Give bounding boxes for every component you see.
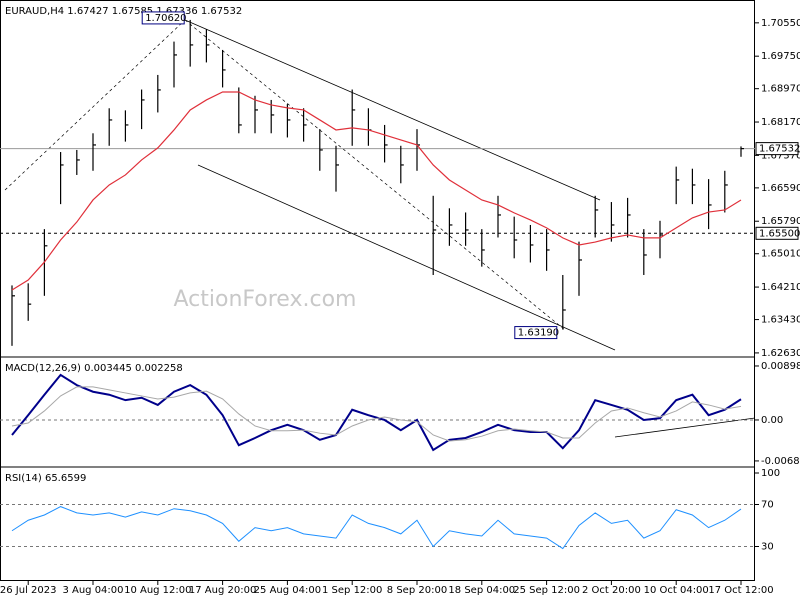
y-tick-label: 30: [761, 542, 774, 553]
watermark: ActionForex.com: [174, 287, 357, 312]
trend-line: [4, 19, 186, 191]
frame: [0, 0, 755, 581]
x-tick-label: 18 Sep 04:00: [448, 585, 515, 596]
y-tick-label: 1.67370: [761, 150, 800, 161]
annotation-box: [141, 11, 185, 25]
trend-line: [184, 19, 566, 331]
x-tick-label: 26 Jul 2023: [0, 585, 57, 596]
x-tick-label: 25 Aug 04:00: [254, 585, 321, 596]
rsi-line: [11, 506, 742, 550]
x-tick-label: 3 Aug 04:00: [62, 585, 123, 596]
x-tick-label: 1 Sep 12:00: [322, 585, 382, 596]
level-label-box: [755, 142, 799, 156]
y-tick-label: 1.64210: [761, 282, 800, 293]
rsi-title: RSI(14) 65.6599: [5, 473, 86, 484]
x-tick-label: 8 Sep 20:00: [387, 585, 447, 596]
y-tick-label: 1.68170: [761, 117, 800, 128]
macd-line: [11, 373, 742, 452]
y-tick-label: 0.008986: [761, 361, 800, 372]
level-label-box: [755, 226, 799, 240]
channel-line: [184, 19, 601, 201]
y-tick-label: 1.68970: [761, 84, 800, 95]
y-tick-label: 1.69750: [761, 51, 800, 62]
annotation-label: 1.70620: [145, 13, 186, 24]
y-tick-label: 1.65790: [761, 216, 800, 227]
annotation-box: [514, 326, 558, 340]
annotation-label: 1.63190: [518, 328, 559, 339]
y-tick-label: 1.62630: [761, 348, 800, 359]
y-tick-label: 70: [761, 500, 774, 511]
x-tick-label: 17 Oct 12:00: [708, 585, 773, 596]
chart-title: EURAUD,H4 1.67427 1.67585 1.67336 1.6753…: [5, 6, 242, 17]
y-tick-label: 1.63430: [761, 315, 800, 326]
y-tick-label: 1.65010: [761, 249, 800, 260]
level-label: 1.65500: [759, 228, 800, 239]
moving-average: [11, 91, 742, 291]
macd-title: MACD(12,26,9) 0.003445 0.002258: [5, 363, 183, 374]
channel-line: [197, 164, 616, 351]
macd-trend-line: [614, 417, 756, 438]
x-tick-label: 2 Oct 20:00: [582, 585, 641, 596]
y-tick-label: -0.006816: [761, 456, 800, 467]
y-tick-label: 1.66590: [761, 183, 800, 194]
level-label: 1.67532: [759, 144, 800, 155]
y-tick-label: 1.70550: [761, 18, 800, 29]
y-tick-label: 0.00: [761, 415, 783, 426]
x-tick-label: 10 Oct 04:00: [644, 585, 709, 596]
macd-line: [11, 386, 742, 442]
x-tick-label: 17 Aug 20:00: [189, 585, 256, 596]
x-tick-label: 10 Aug 12:00: [124, 585, 191, 596]
x-tick-label: 25 Sep 12:00: [513, 585, 580, 596]
y-tick-label: 100: [761, 468, 780, 479]
